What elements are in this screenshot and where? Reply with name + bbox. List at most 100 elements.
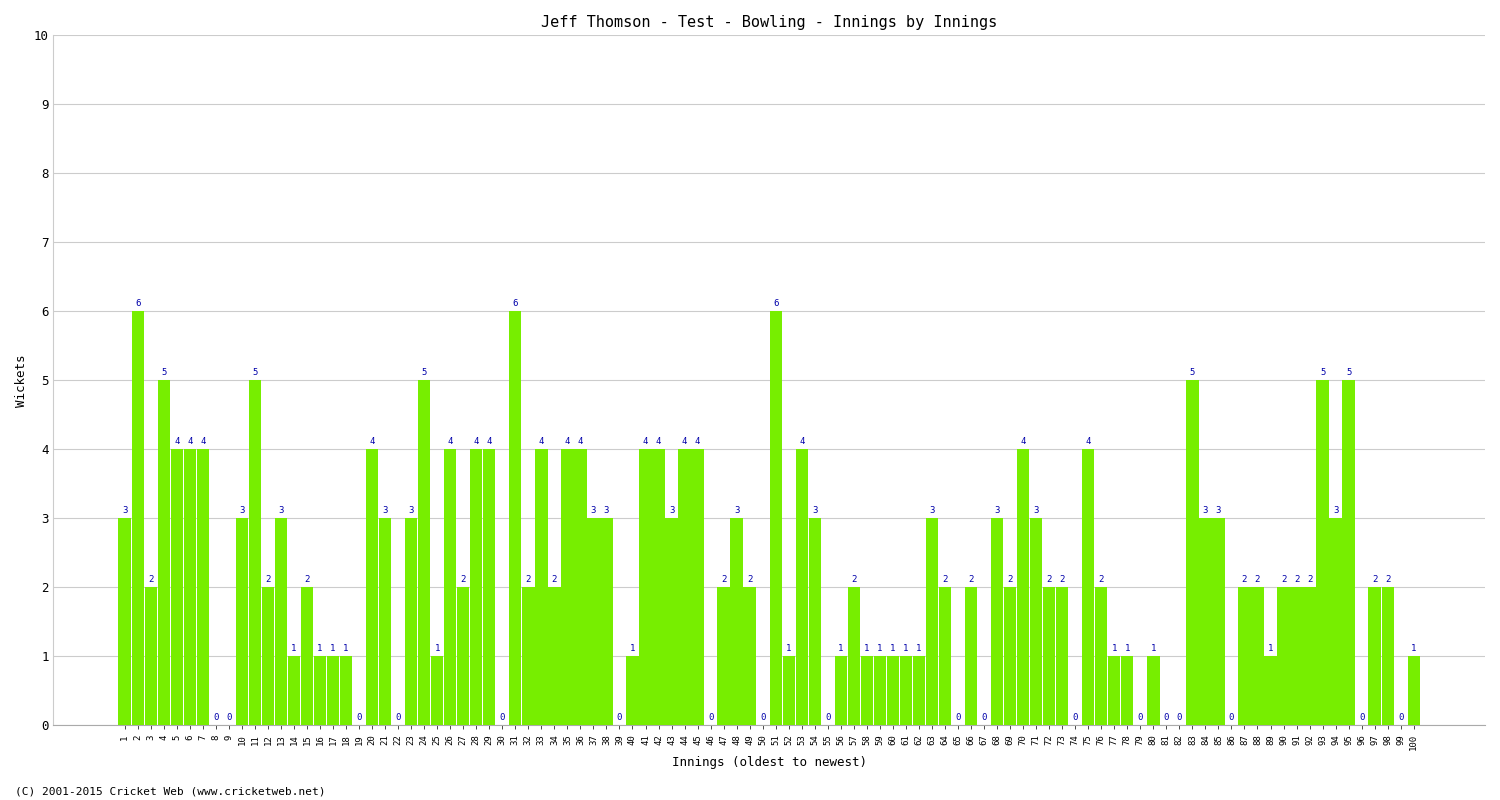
Bar (1030, 518, 1042, 726)
Bar (1304, 587, 1316, 726)
Text: 5: 5 (1346, 368, 1352, 377)
Text: 1: 1 (1412, 644, 1416, 653)
Text: 0: 0 (825, 713, 831, 722)
Text: 1: 1 (1112, 644, 1118, 653)
Text: 0: 0 (1176, 713, 1182, 722)
Text: 5: 5 (160, 368, 166, 377)
Text: 4: 4 (474, 437, 478, 446)
Bar (652, 450, 664, 726)
Bar (692, 450, 703, 726)
Text: 3: 3 (1034, 506, 1040, 515)
Text: 1: 1 (630, 644, 634, 653)
Text: 2: 2 (1281, 575, 1286, 584)
Text: 2: 2 (1008, 575, 1013, 584)
Text: 0: 0 (357, 713, 362, 722)
Bar (1239, 587, 1251, 726)
Bar (939, 587, 951, 726)
Bar (1108, 656, 1120, 726)
Bar (1017, 450, 1029, 726)
Text: 1: 1 (916, 644, 921, 653)
Text: 2: 2 (850, 575, 856, 584)
Text: 5: 5 (422, 368, 428, 377)
Text: 4: 4 (644, 437, 648, 446)
Bar (430, 656, 444, 726)
Bar (1148, 656, 1160, 726)
Text: 2: 2 (525, 575, 531, 584)
Bar (340, 656, 352, 726)
Bar (1264, 656, 1276, 726)
Text: 4: 4 (200, 437, 206, 446)
Bar (900, 656, 912, 726)
Text: 3: 3 (122, 506, 128, 515)
Text: 0: 0 (396, 713, 400, 722)
Text: 4: 4 (1086, 437, 1090, 446)
Text: 0: 0 (981, 713, 987, 722)
Text: 2: 2 (722, 575, 726, 584)
Text: 0: 0 (1137, 713, 1143, 722)
Bar (522, 587, 534, 726)
Bar (926, 518, 938, 726)
Bar (1186, 380, 1198, 726)
Bar (1342, 380, 1354, 726)
Text: (C) 2001-2015 Cricket Web (www.cricketweb.net): (C) 2001-2015 Cricket Web (www.cricketwe… (15, 786, 326, 796)
Bar (1317, 380, 1329, 726)
Bar (1278, 587, 1290, 726)
Text: 0: 0 (1359, 713, 1365, 722)
Bar (678, 450, 692, 726)
Text: 1: 1 (291, 644, 297, 653)
Text: 4: 4 (694, 437, 700, 446)
Bar (1382, 587, 1394, 726)
Bar (627, 656, 639, 726)
Text: 5: 5 (252, 368, 258, 377)
Text: 1: 1 (864, 644, 870, 653)
Text: 0: 0 (1398, 713, 1404, 722)
Bar (586, 518, 600, 726)
Bar (1407, 656, 1420, 726)
Title: Jeff Thomson - Test - Bowling - Innings by Innings: Jeff Thomson - Test - Bowling - Innings … (542, 15, 998, 30)
Bar (847, 587, 859, 726)
Bar (1198, 518, 1212, 726)
Bar (249, 380, 261, 726)
Text: 3: 3 (930, 506, 934, 515)
Bar (158, 380, 170, 726)
Text: 2: 2 (552, 575, 556, 584)
Bar (744, 587, 756, 726)
Bar (548, 587, 561, 726)
Text: 1: 1 (903, 644, 909, 653)
Text: 3: 3 (994, 506, 1000, 515)
Bar (302, 587, 313, 726)
Text: 6: 6 (513, 299, 517, 308)
Bar (561, 450, 573, 726)
Bar (992, 518, 1004, 726)
Bar (470, 450, 483, 726)
Y-axis label: Wickets: Wickets (15, 354, 28, 406)
Bar (483, 450, 495, 726)
Text: 2: 2 (460, 575, 466, 584)
Text: 2: 2 (1306, 575, 1312, 584)
Bar (873, 656, 886, 726)
Text: 4: 4 (578, 437, 584, 446)
Bar (834, 656, 848, 726)
Bar (1290, 587, 1302, 726)
Text: 1: 1 (1125, 644, 1130, 653)
Bar (419, 380, 430, 726)
Text: 0: 0 (760, 713, 765, 722)
Bar (770, 311, 782, 726)
Text: 3: 3 (812, 506, 818, 515)
Text: 2: 2 (1059, 575, 1065, 584)
Text: 3: 3 (669, 506, 674, 515)
Bar (1042, 587, 1056, 726)
Text: 2: 2 (148, 575, 153, 584)
Bar (717, 587, 730, 726)
Bar (574, 450, 586, 726)
Bar (144, 587, 158, 726)
Bar (366, 450, 378, 726)
Bar (274, 518, 286, 726)
Bar (327, 656, 339, 726)
Text: 4: 4 (486, 437, 492, 446)
Bar (509, 311, 522, 726)
X-axis label: Innings (oldest to newest): Innings (oldest to newest) (672, 756, 867, 769)
Text: 4: 4 (538, 437, 544, 446)
Text: 5: 5 (1190, 368, 1196, 377)
Bar (171, 450, 183, 726)
